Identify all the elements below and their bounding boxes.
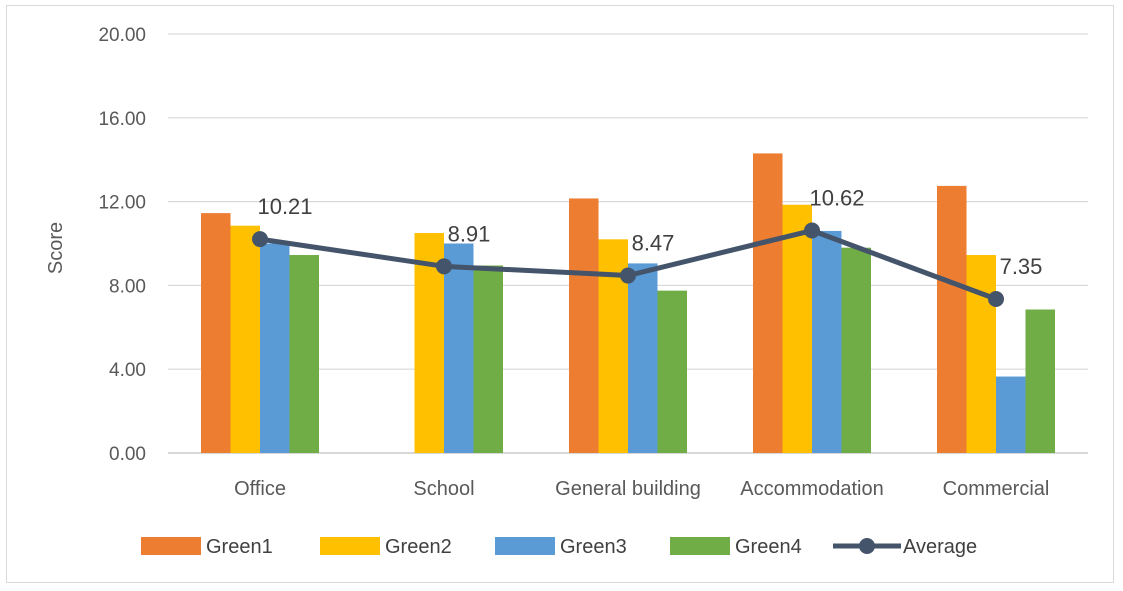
x-category-label: General building [555,478,701,500]
bar-green4-2 [657,290,687,453]
average-data-label-0: 10.21 [257,194,312,219]
average-data-label-2: 8.47 [632,231,675,256]
gridlines [168,33,1088,454]
average-data-label-4: 7.35 [1000,254,1043,279]
x-category-label: Commercial [943,478,1050,500]
legend-label: Green4 [735,536,802,558]
bar-green3-0 [260,243,290,453]
legend-label: Average [903,536,977,558]
x-category-label: Office [234,478,286,500]
x-category-label: School [413,478,474,500]
bar-green4-0 [289,255,319,453]
bar-green2-0 [230,225,260,453]
bar-green1-3 [753,153,783,454]
legend-label: Green1 [206,536,273,558]
bar-green2-3 [782,204,812,453]
bar-green3-1 [444,243,474,453]
bar-green2-4 [966,255,996,453]
x-axis-categories: Office School General building Accommodatio… [234,478,1049,500]
average-marker-2 [620,267,636,284]
average-marker-0 [252,231,268,248]
y-tick-label: 16.00 [98,109,146,130]
average-marker-4 [988,291,1004,308]
legend-swatch-average-marker [859,538,875,554]
y-tick-label: 12.00 [98,193,146,214]
average-line: 10.21 8.91 8.47 10.62 7.35 [252,186,1042,308]
y-axis-label: Score [45,222,67,274]
bar-green3-3 [812,230,842,453]
bar-green4-3 [841,247,871,453]
chart-frame [6,5,1114,583]
average-data-label-1: 8.91 [448,221,491,246]
bar-green4-4 [1025,309,1055,453]
legend: Green1 Green2 Green3 Green4 Average [141,536,977,558]
average-marker-3 [804,222,820,239]
bar-green1-4 [937,185,967,453]
legend-label: Green2 [385,536,452,558]
bar-green1-2 [569,198,599,453]
legend-swatch-green4 [670,537,730,555]
legend-swatch-green3 [495,537,555,555]
bar-green4-1 [473,265,503,453]
bar-green3-2 [628,263,658,453]
y-tick-label: 20.00 [98,25,146,46]
average-data-label-3: 10.62 [809,186,864,211]
bars [201,153,1055,454]
legend-label: Green3 [560,536,627,558]
legend-swatch-green2 [320,537,380,555]
legend-swatch-green1 [141,537,201,555]
bar-green1-0 [201,213,231,453]
y-tick-label: 8.00 [109,276,146,297]
y-tick-label: 4.00 [109,360,146,381]
average-marker-1 [436,258,452,275]
x-category-label: Accommodation [740,478,883,500]
y-tick-label: 0.00 [109,444,146,465]
bar-green3-4 [996,376,1026,453]
y-axis-ticks: 0.00 4.00 8.00 12.00 16.00 20.00 [98,25,146,465]
